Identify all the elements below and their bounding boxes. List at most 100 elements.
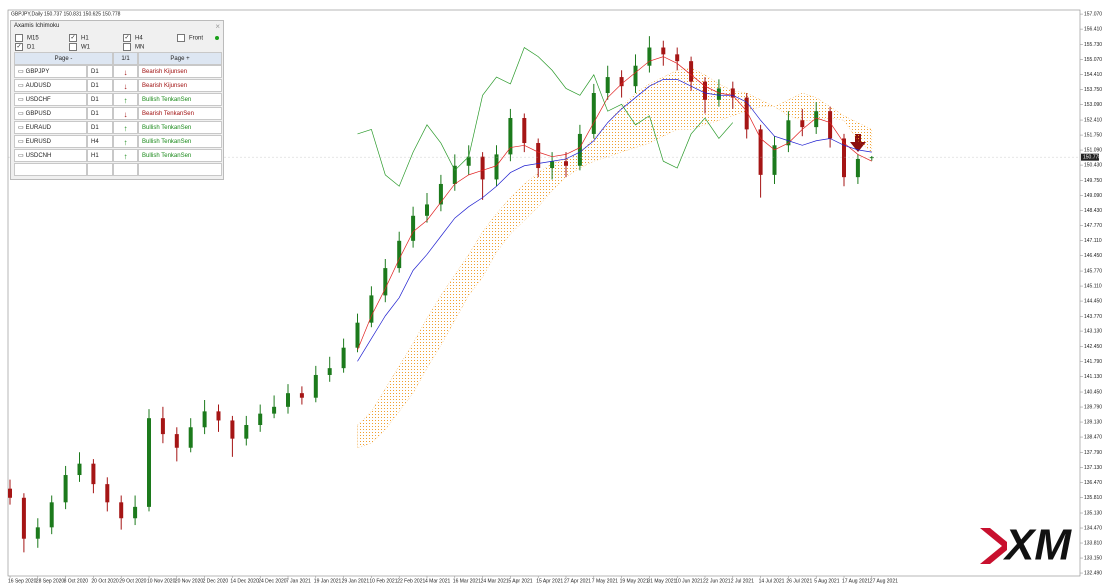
- checkbox[interactable]: ✓: [69, 34, 77, 42]
- xm-logo: XM: [980, 521, 1072, 570]
- y-tick-label: 152.410: [1084, 117, 1102, 123]
- status-dot: [215, 36, 219, 40]
- chart-icon[interactable]: ▭: [18, 97, 24, 103]
- last-price-box: [1081, 153, 1099, 161]
- y-tick-label: 155.070: [1084, 57, 1102, 63]
- candle-body: [619, 77, 624, 87]
- candle-body: [508, 118, 513, 155]
- candle-body: [272, 406, 277, 414]
- x-tick-label: 20 Oct 2020: [91, 578, 118, 584]
- x-tick-label: 27 Aug 2021: [870, 578, 898, 584]
- timeframe-checkbox[interactable]: M15: [15, 34, 39, 43]
- checkbox[interactable]: ✓: [15, 43, 23, 51]
- symbol-cell[interactable]: ▭ USDCHF: [14, 93, 87, 106]
- chart-icon[interactable]: ▭: [18, 83, 24, 89]
- timeframe-cell: D1: [87, 121, 113, 134]
- checkbox[interactable]: [177, 34, 185, 42]
- chart-icon[interactable]: ▭: [18, 125, 24, 131]
- y-tick-label: 154.410: [1084, 72, 1102, 78]
- y-tick-label: 148.430: [1084, 208, 1102, 214]
- symbol-cell[interactable]: ▭ EURUSD: [14, 135, 87, 148]
- x-tick-label: 5 Aug 2021: [814, 578, 840, 584]
- timeframe-checkbox[interactable]: Front: [177, 34, 203, 43]
- page-count: 1/1: [113, 52, 138, 65]
- chart-icon[interactable]: ▭: [18, 111, 24, 117]
- y-tick-label: 153.750: [1084, 87, 1102, 93]
- timeframe-checkbox[interactable]: ✓ H4: [123, 34, 143, 43]
- candle-body: [244, 425, 249, 439]
- page-next[interactable]: Page +: [138, 52, 222, 65]
- candle-body: [147, 418, 151, 507]
- symbol-cell[interactable]: ▭ AUDUSD: [14, 79, 87, 92]
- last-price-label: 150.778: [1083, 155, 1101, 161]
- x-tick-label: 29 Oct 2020: [119, 578, 146, 584]
- y-tick-label: 149.750: [1084, 178, 1102, 184]
- x-tick-label: 8 Oct 2020: [64, 578, 89, 584]
- timeframe-cell: D1: [87, 65, 113, 78]
- y-tick-label: 151.090: [1084, 147, 1102, 153]
- timeframe-checkbox[interactable]: MN: [123, 43, 144, 52]
- signal-cell: Bearish Kijunsen: [138, 79, 222, 92]
- page-prev[interactable]: Page -: [14, 52, 113, 65]
- checkbox[interactable]: ✓: [123, 34, 131, 42]
- symbol-cell[interactable]: ▭ GBPJPY: [14, 65, 87, 78]
- y-tick-label: 135.810: [1084, 495, 1102, 501]
- y-tick-label: 141.790: [1084, 359, 1102, 365]
- candle-body: [480, 156, 485, 180]
- candle-body: [536, 143, 541, 169]
- x-tick-label: 16 Mar 2021: [453, 578, 481, 584]
- x-tick-label: 19 May 2021: [620, 578, 649, 584]
- chart-icon[interactable]: ▭: [18, 69, 24, 75]
- candle-body: [49, 502, 54, 528]
- indicator-panel: Axamis Ichimoku × M15 ✓ H1 ✓ H4 Front ✓ D1 W1 MN P…: [10, 20, 224, 180]
- x-tick-label: 22 Feb 2021: [397, 578, 425, 584]
- x-tick-label: 31 May 2021: [647, 578, 676, 584]
- y-tick-label: 137.130: [1084, 465, 1102, 471]
- symbol-cell[interactable]: ▭ USDCNH: [14, 149, 87, 162]
- signal-arrow: [850, 134, 866, 152]
- candle-body: [105, 484, 110, 503]
- x-tick-label: 4 Mar 2021: [425, 578, 451, 584]
- candle-body: [605, 77, 610, 94]
- candle-body: [786, 120, 791, 146]
- symbol-cell[interactable]: ▭ GBPUSD: [14, 107, 87, 120]
- y-tick-label: 155.730: [1084, 42, 1102, 48]
- candle-body: [133, 506, 138, 519]
- x-tick-label: 7 Jan 2021: [286, 578, 311, 584]
- indicator-line: [357, 79, 872, 362]
- candle-body: [730, 88, 735, 98]
- candle-body: [647, 47, 652, 66]
- checkbox[interactable]: [15, 34, 23, 42]
- candle-body: [341, 347, 346, 369]
- y-tick-label: 142.450: [1084, 344, 1102, 350]
- candle-body: [577, 133, 582, 166]
- candle-body: [689, 61, 694, 82]
- candle-body: [188, 427, 193, 448]
- candle-body: [550, 161, 555, 169]
- ichimoku-cloud: [357, 67, 872, 449]
- y-tick-label: 133.810: [1084, 540, 1102, 546]
- close-button[interactable]: ×: [215, 22, 220, 31]
- timeframe-checkbox[interactable]: W1: [69, 43, 90, 52]
- candle-body: [744, 97, 749, 130]
- candle-body: [216, 411, 221, 421]
- direction-cell: ↑: [113, 121, 138, 134]
- timeframe-checkbox[interactable]: ✓ D1: [15, 43, 35, 52]
- checkbox[interactable]: [69, 43, 77, 51]
- chart-icon[interactable]: ▭: [18, 153, 24, 159]
- chart-icon[interactable]: ▭: [18, 139, 24, 145]
- checkbox[interactable]: [123, 43, 131, 51]
- signal-cell: Bullish TenkanSen: [138, 121, 222, 134]
- checkbox-label: D1: [27, 44, 35, 51]
- candle-body: [258, 413, 263, 426]
- checkbox-label: Front: [189, 35, 204, 42]
- x-tick-label: 2 Jul 2021: [731, 578, 754, 584]
- timeframe-cell: D1: [87, 93, 113, 106]
- candle-body: [452, 165, 457, 184]
- timeframe-checkbox[interactable]: ✓ H1: [69, 34, 89, 43]
- direction-cell: ↑: [113, 149, 138, 162]
- candle-body: [91, 463, 96, 485]
- symbol-cell[interactable]: ▭ EURAUD: [14, 121, 87, 134]
- y-tick-label: 145.770: [1084, 268, 1102, 274]
- y-tick-label: 153.090: [1084, 102, 1102, 108]
